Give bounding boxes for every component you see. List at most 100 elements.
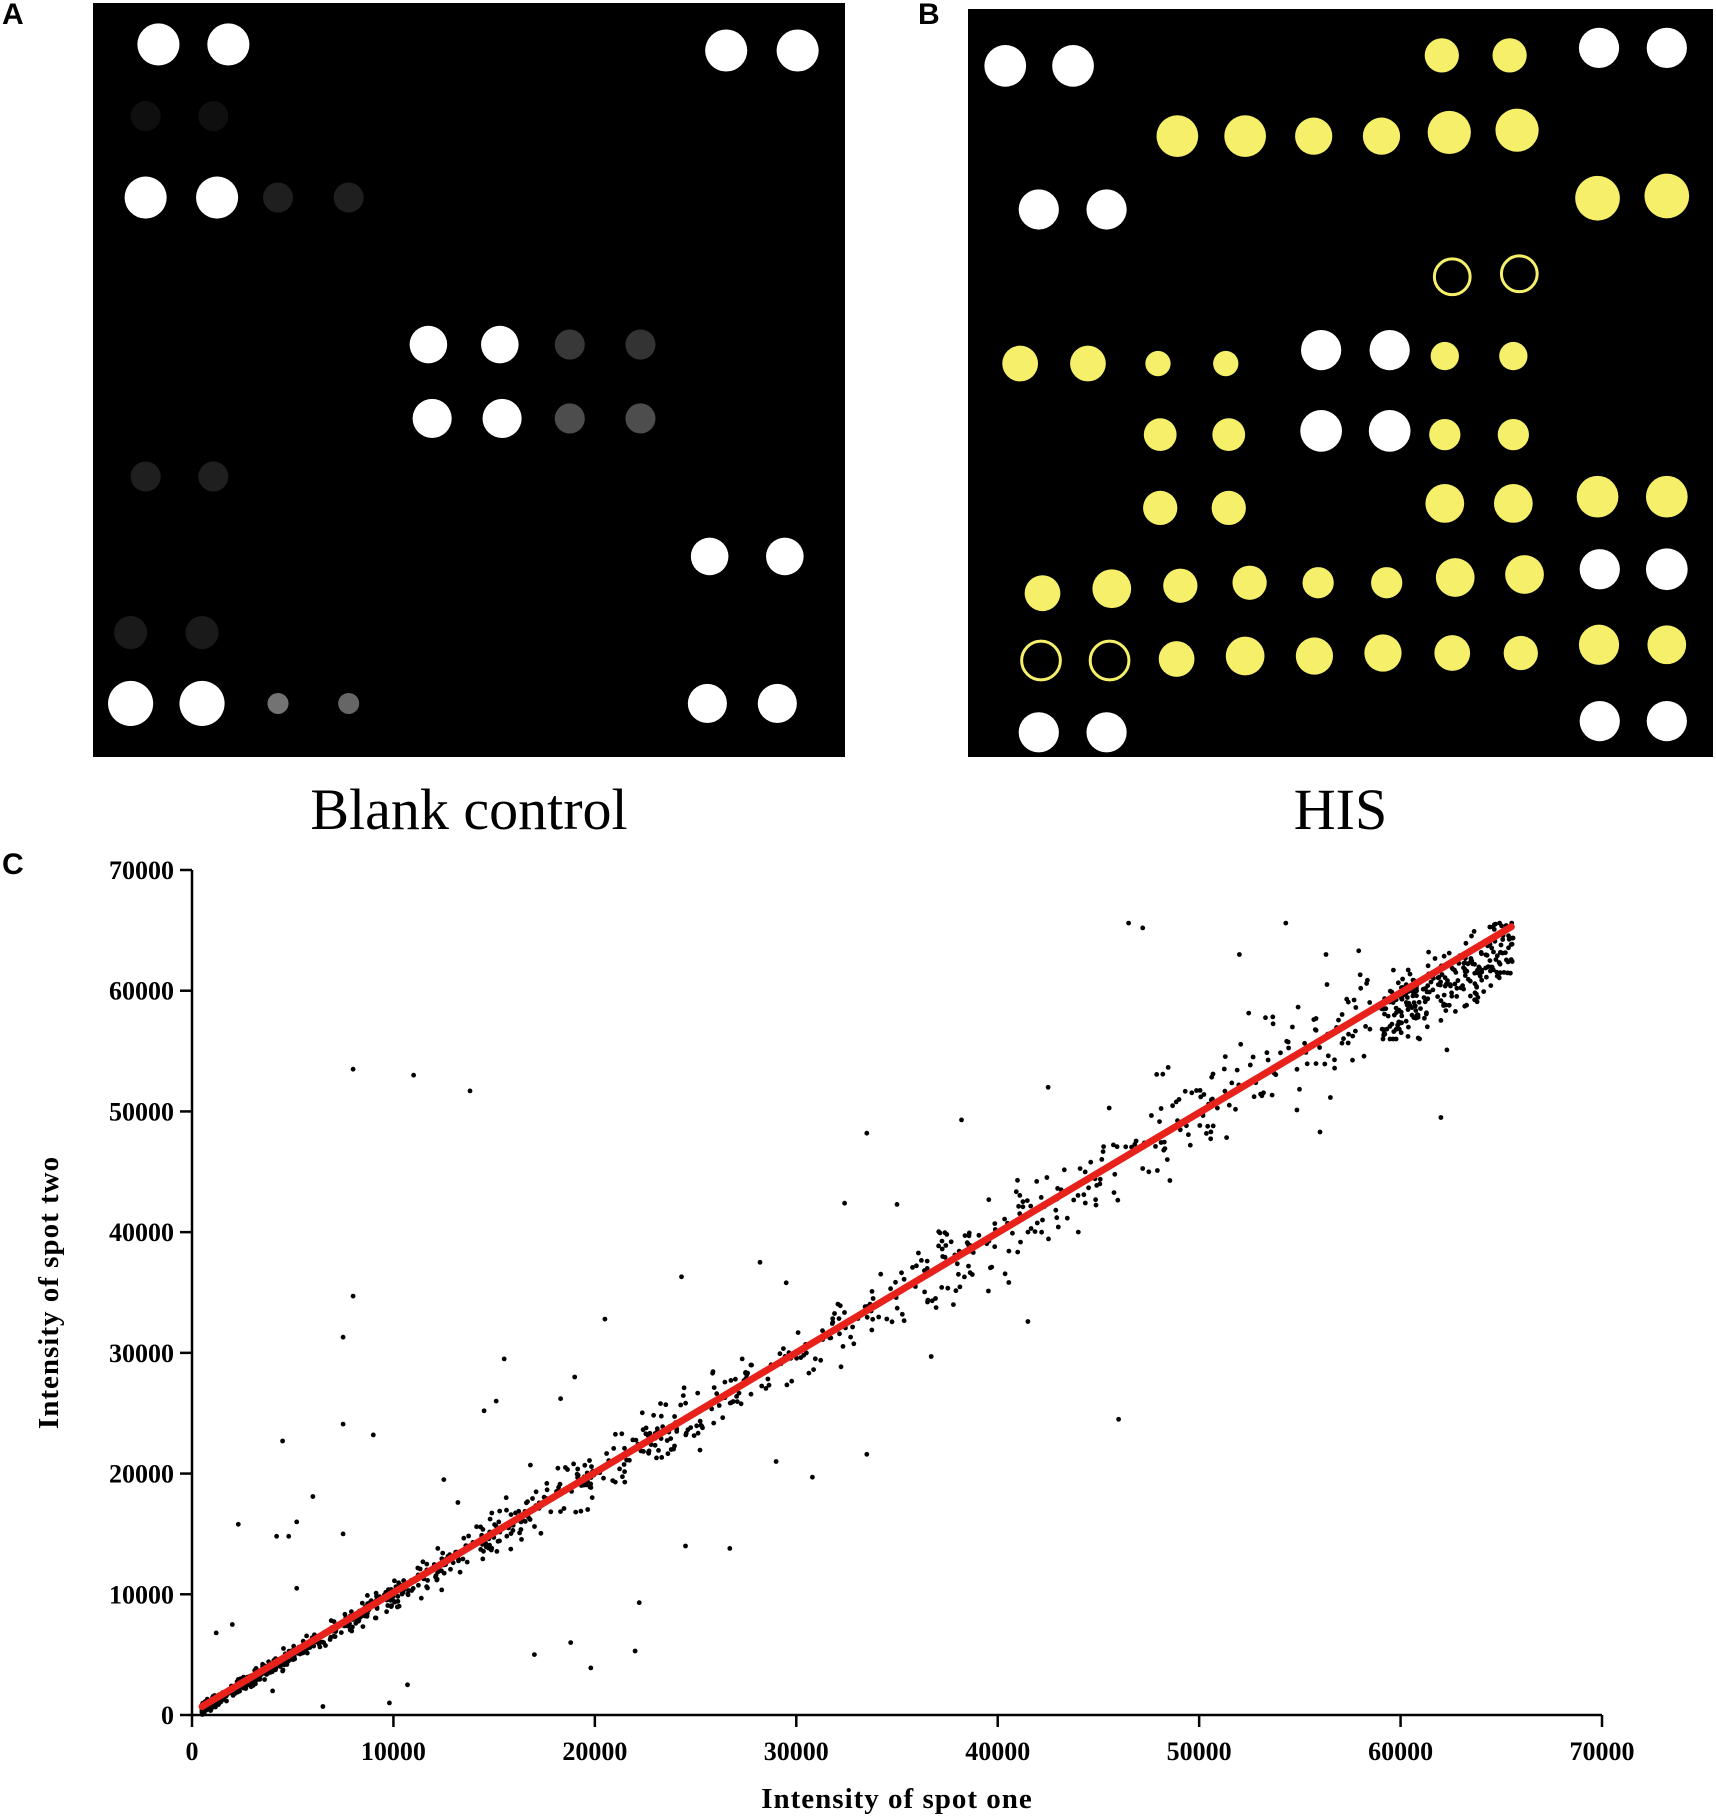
data-point <box>1226 1102 1232 1108</box>
data-point <box>1435 975 1441 981</box>
data-point <box>558 1509 563 1514</box>
data-point <box>1405 1034 1411 1039</box>
positive-spot <box>1371 567 1403 599</box>
data-point <box>1472 990 1478 996</box>
ring-spot <box>1499 254 1539 294</box>
data-point <box>1251 1094 1257 1100</box>
data-point <box>1454 985 1460 991</box>
data-point <box>624 1457 629 1463</box>
data-point <box>1393 1027 1399 1032</box>
data-point <box>1365 977 1370 983</box>
positive-spot <box>1224 115 1266 158</box>
data-point <box>936 1243 941 1249</box>
data-point <box>1341 1036 1346 1042</box>
positive-spot <box>1156 115 1199 158</box>
data-point <box>489 1510 495 1516</box>
positive-spot <box>1302 567 1334 599</box>
data-point <box>340 1531 346 1537</box>
data-point <box>235 1521 241 1527</box>
data-point <box>1322 1061 1328 1067</box>
data-point <box>1471 929 1477 934</box>
faint-spot <box>262 182 294 213</box>
data-point <box>229 1622 235 1627</box>
data-point <box>1382 1011 1387 1017</box>
data-point <box>1430 987 1436 993</box>
data-point <box>481 1408 487 1414</box>
data-point <box>734 1394 739 1399</box>
data-point <box>1381 1030 1387 1036</box>
data-point <box>1237 952 1242 957</box>
data-point <box>1353 1005 1359 1010</box>
data-point <box>1493 921 1498 927</box>
data-point <box>1006 1280 1012 1285</box>
data-point <box>1508 970 1513 976</box>
data-point <box>884 1316 890 1322</box>
reference-spot <box>137 23 180 66</box>
data-point <box>1115 1197 1121 1203</box>
data-point <box>1405 967 1411 973</box>
data-point <box>517 1530 522 1536</box>
positive-spot <box>1002 345 1039 382</box>
data-point <box>795 1330 801 1335</box>
data-point <box>1474 984 1479 989</box>
data-point <box>350 1066 356 1072</box>
data-point <box>340 1421 346 1427</box>
data-point <box>848 1334 853 1340</box>
data-point <box>1086 1185 1091 1191</box>
data-point <box>869 1327 875 1333</box>
data-point <box>1158 1106 1164 1111</box>
data-point <box>1345 1040 1351 1046</box>
data-point <box>604 1451 609 1456</box>
data-point <box>1468 993 1473 999</box>
data-point <box>1038 1195 1044 1200</box>
data-point <box>1229 1080 1235 1086</box>
data-point <box>1082 1169 1088 1175</box>
data-point <box>864 1130 870 1136</box>
data-point <box>727 1546 733 1551</box>
data-point <box>573 1509 579 1515</box>
data-point <box>1479 951 1484 957</box>
data-point <box>405 1591 411 1597</box>
data-point <box>678 1402 684 1408</box>
data-point <box>1353 1028 1358 1034</box>
data-point <box>1468 959 1473 965</box>
data-point <box>320 1704 326 1709</box>
positive-spot <box>1492 38 1527 73</box>
data-point <box>1161 1139 1167 1145</box>
data-point <box>504 1533 510 1539</box>
data-point <box>959 1117 964 1123</box>
data-point <box>658 1413 664 1419</box>
data-point <box>1441 953 1447 959</box>
data-point <box>1500 937 1506 942</box>
data-point <box>711 1385 717 1390</box>
data-point <box>699 1423 705 1429</box>
data-point <box>1463 940 1469 946</box>
data-point <box>870 1296 876 1301</box>
data-point <box>1317 1045 1322 1050</box>
reference-spot <box>1052 44 1094 87</box>
positive-spot <box>1576 475 1619 518</box>
positive-spot <box>1225 636 1265 676</box>
data-point <box>939 1285 945 1290</box>
data-point <box>1201 1092 1207 1097</box>
data-point <box>448 1566 453 1572</box>
positive-spot <box>1425 484 1465 523</box>
data-point <box>508 1512 514 1517</box>
data-point <box>492 1522 497 1527</box>
data-point <box>1405 1007 1411 1012</box>
data-point <box>496 1519 502 1525</box>
data-point <box>748 1391 754 1397</box>
data-point <box>1435 982 1441 987</box>
data-point <box>474 1524 479 1530</box>
ring-spot <box>1432 257 1472 297</box>
data-point <box>697 1418 703 1424</box>
data-point <box>1501 970 1507 975</box>
data-point <box>1439 972 1445 977</box>
data-point <box>1015 1177 1020 1183</box>
data-point <box>572 1374 578 1380</box>
data-point <box>425 1578 430 1583</box>
data-point <box>1285 1039 1291 1045</box>
data-point <box>588 1485 594 1490</box>
data-point <box>763 1386 769 1391</box>
data-point <box>503 1495 509 1501</box>
